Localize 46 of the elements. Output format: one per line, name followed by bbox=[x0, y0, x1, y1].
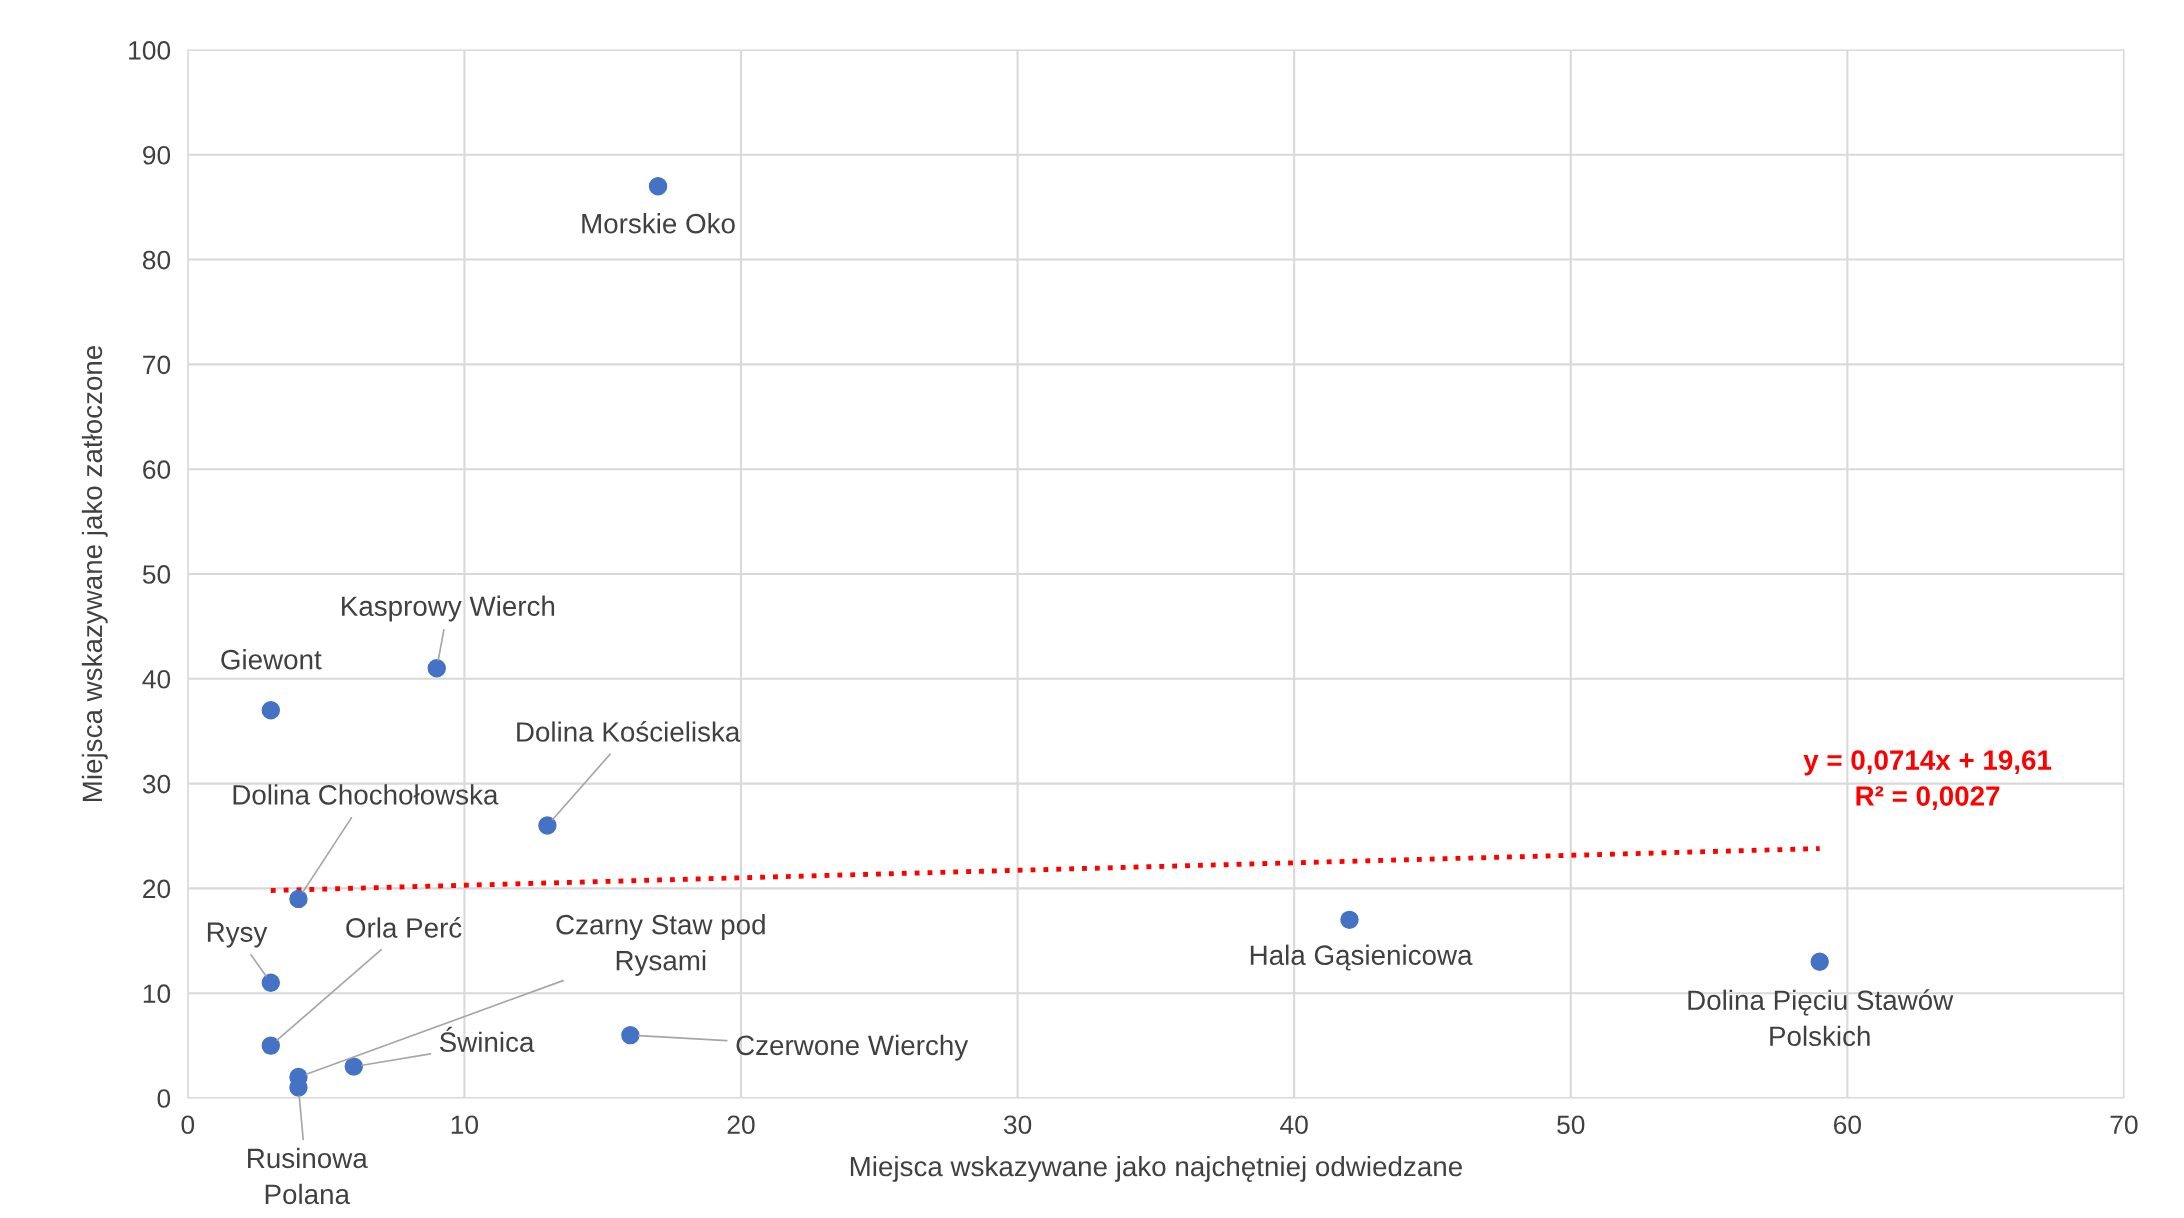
x-tick-label: 20 bbox=[727, 1115, 755, 1135]
y-tick-label: 70 bbox=[143, 355, 171, 375]
point bbox=[261, 973, 281, 992]
annotation: Rysy bbox=[207, 922, 268, 948]
x-tick-label: 70 bbox=[2110, 1115, 2138, 1135]
y-tick-label: 20 bbox=[143, 879, 171, 899]
x-tick-label: 50 bbox=[1557, 1115, 1585, 1135]
annotation: Dolina Kościeliska bbox=[517, 721, 741, 742]
y-tick-label: 30 bbox=[142, 774, 171, 794]
y-tick-label: 80 bbox=[142, 250, 171, 270]
annotation: Orla Perć bbox=[346, 917, 462, 938]
y-tick-label: 100 bbox=[129, 41, 171, 60]
point bbox=[261, 701, 281, 720]
annotation: Rusinowa Polana bbox=[248, 1147, 368, 1205]
point bbox=[1340, 910, 1359, 930]
y-axis-title: Miejsca wskazywane jako zatłoczone bbox=[81, 345, 108, 801]
point bbox=[289, 889, 308, 909]
y-tick-label: 40 bbox=[142, 669, 171, 689]
annotation: Świnica bbox=[439, 1026, 535, 1053]
annotation: y = 0,0714x + 19,61 R² = 0,0027 bbox=[1803, 750, 2052, 810]
x-tick-label: 0 bbox=[181, 1115, 195, 1135]
point bbox=[261, 1036, 281, 1055]
x-tick-label: 10 bbox=[451, 1115, 479, 1135]
x-tick-label: 60 bbox=[1834, 1115, 1861, 1135]
point bbox=[427, 659, 446, 678]
point bbox=[648, 176, 668, 196]
point bbox=[538, 816, 557, 835]
annotation: Czerwone Wierchy bbox=[736, 1034, 969, 1061]
x-axis-title: Miejsca wskazywane jako najchętniej odwiedzane bbox=[850, 1155, 1462, 1182]
annotation: Giewont bbox=[221, 649, 322, 670]
x-tick-label: 30 bbox=[1003, 1115, 1032, 1135]
y-tick-label: 10 bbox=[143, 984, 171, 1004]
y-tick-label: 0 bbox=[157, 1089, 171, 1108]
y-tick-label: 60 bbox=[143, 460, 171, 479]
y-tick-label: 50 bbox=[142, 565, 171, 584]
annotation: Kasprowy Wierch bbox=[342, 595, 555, 622]
annotation: Dolina Pięciu Stawów Polskich bbox=[1688, 989, 1954, 1047]
annotation: Czarny Staw pod Rysami bbox=[556, 914, 765, 976]
point bbox=[621, 1025, 640, 1045]
y-tick-label: 90 bbox=[143, 145, 171, 165]
x-tick-label: 40 bbox=[1280, 1115, 1308, 1135]
annotation: Dolina Chochołowska bbox=[233, 784, 499, 805]
annotation: Hala Gąsienicowa bbox=[1250, 944, 1473, 971]
point bbox=[1810, 952, 1829, 971]
point bbox=[344, 1057, 363, 1076]
annotation: Morskie Oko bbox=[582, 213, 735, 234]
